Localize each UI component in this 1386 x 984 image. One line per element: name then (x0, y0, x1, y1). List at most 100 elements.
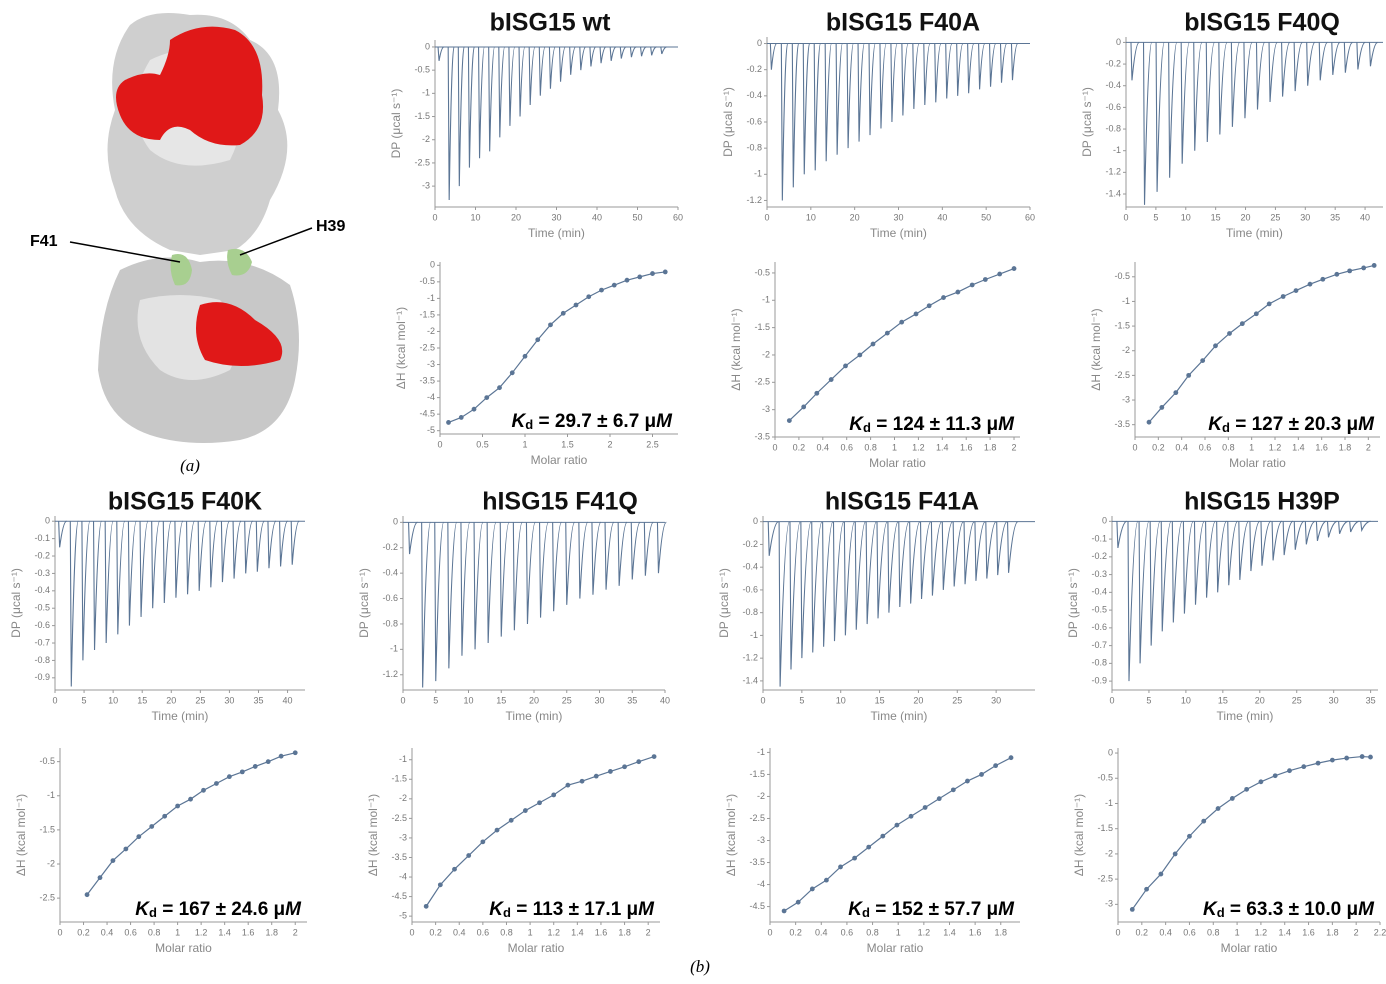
y-tick-label: -0.4 (382, 568, 398, 578)
injection-peak (94, 521, 102, 650)
y-axis-label: DP (μcal s⁻¹) (389, 89, 403, 159)
fit-line (784, 758, 1011, 911)
data-point (871, 342, 876, 347)
y-tick-label: 0 (753, 516, 758, 526)
injection-peak (880, 44, 886, 129)
injection-peak (768, 522, 778, 556)
data-point (561, 311, 566, 316)
y-tick-label: -2.5 (414, 157, 430, 167)
kd-value: = 124 ± 11.3 μ (871, 414, 998, 435)
y-tick-label: -3 (427, 359, 435, 369)
x-tick-label: 20 (511, 212, 521, 222)
y-tick-label: -3 (1122, 394, 1130, 404)
data-point (1144, 887, 1149, 892)
data-point (1320, 277, 1325, 282)
injection-peak (549, 47, 555, 89)
fit-line (1149, 265, 1374, 422)
injection-peak (1350, 521, 1360, 532)
x-tick-label: 40 (592, 212, 602, 222)
kd-unit: M (1358, 414, 1375, 435)
injection-peak (592, 522, 601, 594)
y-axis-label: DP (μcal s⁻¹) (1066, 568, 1080, 638)
x-tick-label: 1.8 (995, 927, 1008, 937)
x-tick-label: 35 (627, 695, 637, 705)
injection-peak (1244, 42, 1252, 118)
injection-peak (1272, 521, 1282, 560)
injection-peak (128, 521, 136, 625)
y-tick-label: -0.5 (414, 65, 430, 75)
data-point (636, 759, 641, 764)
x-tick-label: 0.6 (840, 442, 853, 452)
injection-peak (644, 522, 653, 575)
injection-peak (935, 44, 941, 103)
injection-peak (1369, 42, 1377, 66)
x-tick-label: 1.6 (1302, 927, 1315, 937)
data-point (1173, 390, 1178, 395)
x-tick-label: 2 (1366, 442, 1371, 452)
data-point (810, 887, 815, 892)
data-point (509, 818, 514, 823)
injection-peak (1256, 42, 1264, 109)
injection-peak (618, 522, 627, 586)
data-point (1213, 343, 1218, 348)
data-point (997, 272, 1002, 277)
injection-peak (1150, 521, 1160, 645)
injection-peak (245, 521, 253, 573)
injection-peak (1228, 521, 1238, 585)
data-point (608, 769, 613, 774)
injection-peak (1357, 42, 1365, 69)
data-point (1347, 268, 1352, 273)
kd-annotation: Kd = 152 ± 57.7 μM (848, 899, 1015, 920)
y-tick-label: -1.5 (419, 309, 435, 319)
injection-peak (866, 522, 876, 624)
kd-unit: M (998, 414, 1015, 435)
data-point (1244, 787, 1249, 792)
data-point (1254, 311, 1259, 316)
y-tick-label: -1 (427, 293, 435, 303)
y-tick-label: -3.5 (749, 857, 765, 867)
injection-peak (1181, 42, 1189, 163)
y-tick-label: -3 (757, 835, 765, 845)
injection-peak (448, 522, 457, 668)
injection-peak (1144, 42, 1152, 204)
x-axis-label: Molar ratio (1221, 941, 1278, 955)
injection-peak (921, 522, 931, 599)
x-tick-label: 15 (496, 695, 506, 705)
x-tick-label: 2 (1012, 442, 1017, 452)
y-tick-label: -0.7 (1091, 640, 1107, 650)
injection-peak (814, 44, 820, 171)
injection-peak (409, 522, 418, 554)
y-tick-label: -5 (427, 425, 435, 435)
y-axis-label: DP (μcal s⁻¹) (721, 87, 735, 157)
injection-peak (1206, 521, 1216, 597)
y-tick-label: -0.6 (382, 593, 398, 603)
y-tick-label: 0 (1102, 516, 1107, 526)
data-point (136, 834, 141, 839)
injection-peak (790, 522, 800, 670)
x-tick-label: 5 (82, 695, 87, 705)
x-tick-label: 0.6 (477, 927, 490, 937)
kd-subscript: d (149, 905, 157, 920)
data-point (866, 845, 871, 850)
kd-unit: M (998, 899, 1015, 920)
injection-peak (210, 521, 218, 587)
x-tick-label: 0.4 (453, 927, 466, 937)
x-tick-label: 2.2 (1374, 927, 1386, 937)
kd-value: = 152 ± 57.7 μ (870, 899, 998, 920)
injection-peak (1206, 42, 1214, 142)
x-tick-label: 10 (470, 212, 480, 222)
y-tick-label: -1 (757, 747, 765, 757)
y-tick-label: -0.6 (742, 584, 758, 594)
injection-peak (1307, 42, 1315, 85)
data-point (970, 283, 975, 288)
injection-peak (526, 522, 535, 624)
x-tick-label: 1.8 (1339, 442, 1352, 452)
data-point (983, 277, 988, 282)
y-tick-label: -5 (399, 911, 407, 921)
injection-peak (560, 47, 566, 82)
x-tick-label: 0.8 (1207, 927, 1220, 937)
x-tick-label: 20 (1241, 212, 1251, 222)
x-tick-label: 1 (1249, 442, 1254, 452)
x-tick-label: 30 (991, 695, 1001, 705)
x-tick-label: 0.2 (789, 927, 802, 937)
